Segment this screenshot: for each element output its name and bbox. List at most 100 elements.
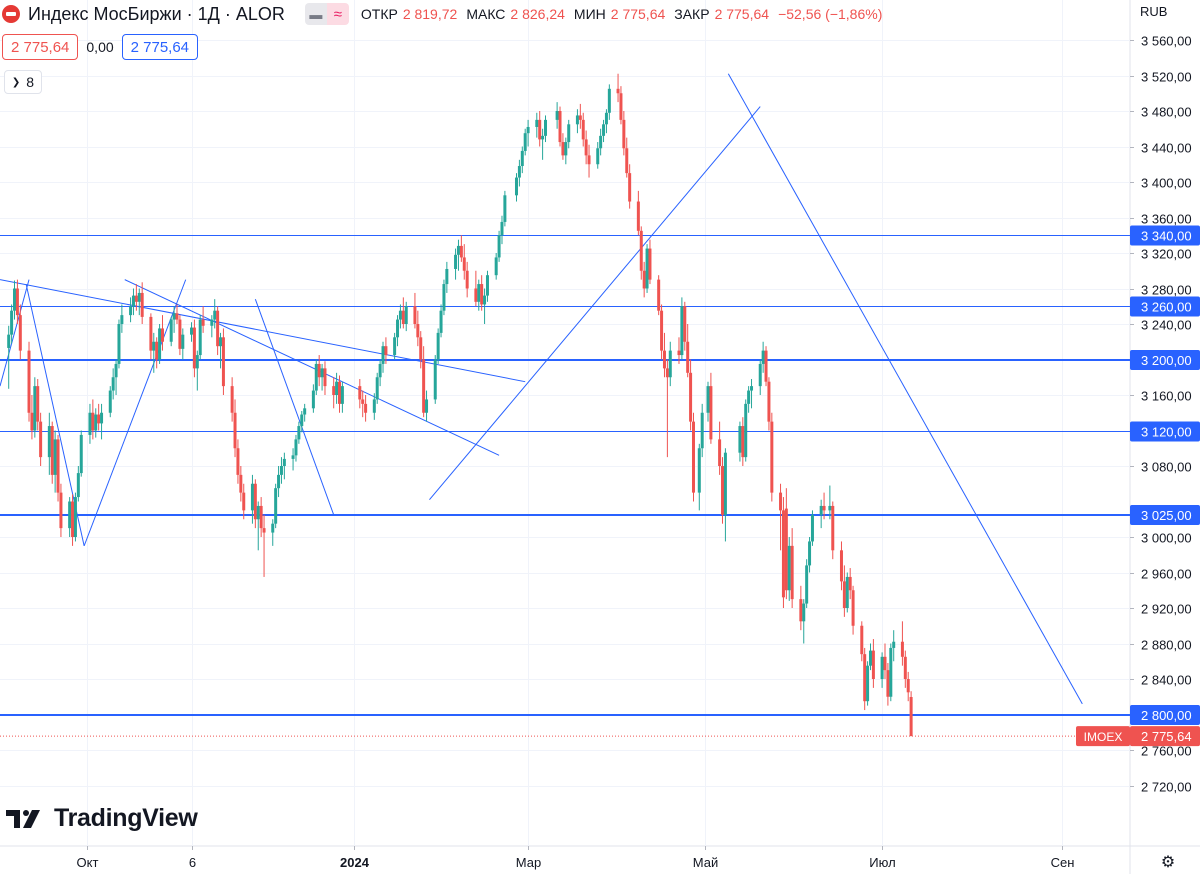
y-tick-label: 3 000,00 [1141, 531, 1192, 546]
candle [335, 372, 339, 404]
candle-body [250, 483, 254, 511]
candle-body [871, 650, 875, 679]
chart-style-toggle[interactable]: ▬ ≈ [304, 3, 349, 25]
candle [662, 332, 666, 378]
y-tick-label: 3 400,00 [1141, 176, 1192, 191]
candle-body [140, 292, 144, 317]
indicators-toggle[interactable]: ❯ 8 [4, 70, 42, 94]
toggle-right-icon[interactable]: ≈ [326, 3, 349, 25]
candle [239, 466, 243, 502]
candle-body [79, 434, 83, 474]
candle-body [219, 337, 223, 347]
level-label-box [1130, 225, 1200, 246]
candle [192, 319, 196, 378]
candle-body [396, 319, 400, 338]
candle-body [781, 510, 785, 598]
candle-body [323, 368, 327, 387]
candle [73, 492, 77, 542]
candle [175, 304, 179, 324]
candle [616, 73, 620, 103]
candle-body [111, 377, 115, 391]
candle-body [108, 390, 112, 413]
candle-body [413, 306, 417, 324]
time-axis[interactable]: Окт 6 2024 Мар Май Июл Сен [77, 846, 1075, 870]
level-label-box [1130, 421, 1200, 442]
candle [790, 528, 794, 608]
trend-line[interactable] [83, 279, 187, 547]
candle [758, 359, 762, 395]
candle-body [538, 119, 542, 140]
candle [337, 375, 341, 413]
candle-body [271, 523, 275, 533]
candle-body [700, 412, 704, 449]
candle-body [625, 148, 629, 174]
chart-title[interactable]: Индекс МосБиржи · 1Д · ALOR [28, 3, 285, 24]
candle-body [155, 341, 159, 360]
candle [764, 346, 768, 387]
trend-line[interactable] [727, 73, 1083, 705]
trend-line[interactable] [429, 106, 761, 501]
toggle-left-icon[interactable]: ▬ [304, 3, 327, 25]
candle-body [680, 306, 684, 356]
gear-icon[interactable]: ⚙ [1160, 854, 1176, 871]
candle [210, 315, 214, 338]
candle [871, 639, 875, 688]
candle [880, 652, 884, 688]
candle-body [863, 654, 867, 702]
candle [242, 483, 246, 520]
candle [822, 492, 826, 520]
candle [53, 430, 57, 493]
sell-price-button[interactable]: 2 775,64 [2, 34, 79, 60]
symbol-tag-box [1076, 726, 1130, 747]
candle [668, 341, 672, 387]
candle-body [129, 306, 133, 316]
candle [172, 306, 176, 333]
candle-body [581, 119, 585, 140]
candle [320, 363, 324, 391]
level-label: 3 260,00 [1141, 300, 1192, 315]
candle-body [642, 270, 646, 289]
candle [76, 466, 80, 502]
candle [117, 319, 121, 369]
candle [648, 239, 652, 285]
candle-body [567, 124, 571, 143]
candle-body [839, 550, 843, 582]
candle-body [445, 268, 449, 285]
candle-body [662, 350, 666, 369]
y-tick-label: 3 520,00 [1141, 70, 1192, 85]
candle [253, 479, 257, 529]
candle [848, 568, 852, 600]
candle [503, 190, 507, 227]
candle-body [10, 310, 14, 335]
buy-price-button[interactable]: 2 775,64 [121, 34, 199, 60]
trend-line[interactable] [0, 279, 526, 383]
candle-body [221, 337, 225, 387]
candle [544, 115, 548, 143]
close-value: 2 775,64 [714, 6, 770, 22]
trend-lines[interactable] [0, 73, 1083, 705]
candle [88, 403, 92, 444]
candle-body [628, 173, 632, 202]
trend-line[interactable] [0, 279, 30, 387]
candle [599, 128, 603, 156]
candle [677, 337, 681, 364]
candle-body [274, 488, 278, 524]
horizontal-levels[interactable]: 3 340,00 3 260,00 3 200,00 3 120,00 3 025,00… [0, 225, 1200, 726]
candle-body [474, 288, 478, 302]
trend-line[interactable] [254, 298, 335, 515]
trend-line[interactable] [124, 279, 500, 456]
y-tick-label: 2 880,00 [1141, 638, 1192, 653]
candle [169, 316, 173, 347]
candle [906, 671, 910, 702]
candle-body [761, 350, 765, 364]
y-tick-label: 3 280,00 [1141, 283, 1192, 298]
y-tick-label: 3 320,00 [1141, 247, 1192, 262]
currency-label[interactable]: RUB [1140, 4, 1168, 19]
candle [413, 292, 417, 329]
price-axis[interactable]: 3 560,00 3 520,00 3 480,00 3 440,00 3 400,00… [1130, 34, 1192, 795]
candle [889, 643, 893, 702]
candle [79, 430, 83, 477]
tradingview-logo[interactable]: TradingView [6, 804, 198, 833]
candle-body [73, 497, 77, 537]
